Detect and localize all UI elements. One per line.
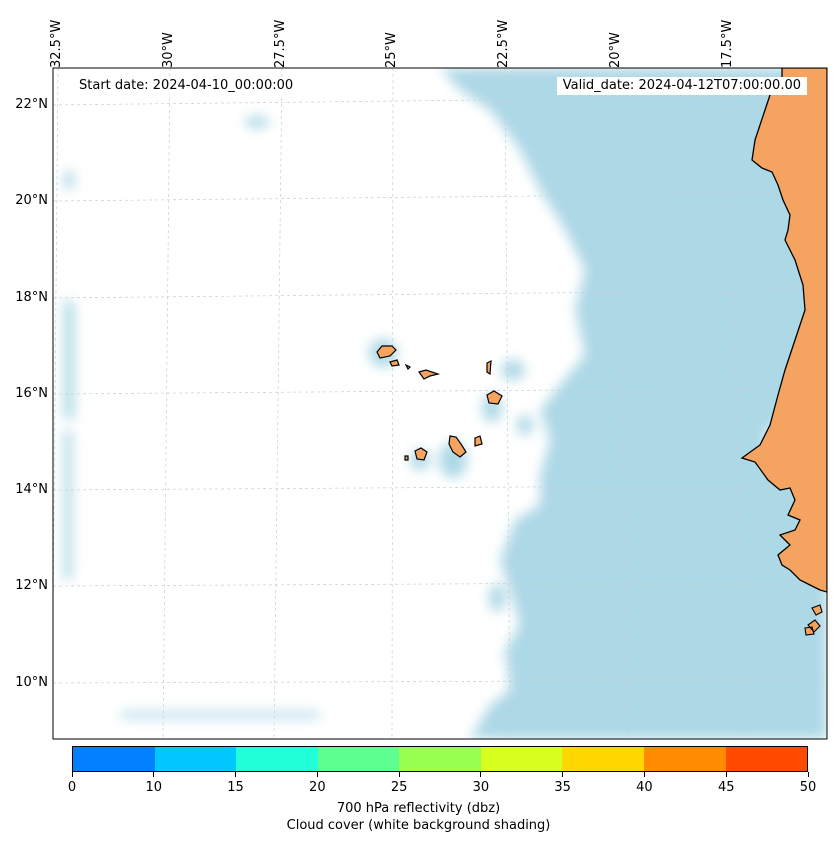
colorbar-segment-7 [643, 747, 726, 771]
colorbar-title: 700 hPa reflectivity (dbz) [336, 801, 501, 816]
colorbar-tick-label: 40 [636, 780, 653, 795]
colorbar-tick [398, 772, 400, 777]
cloud-cover-shading [64, 68, 827, 739]
colorbar-tick [71, 772, 73, 777]
colorbar-tick [807, 772, 809, 777]
colorbar-tick-label: 50 [799, 780, 817, 795]
santo-antao-island [376, 345, 397, 359]
lat-label-0: 22°N [15, 97, 48, 112]
colorbar-segment-4 [399, 747, 481, 771]
maio-island [474, 435, 483, 447]
lon-label-1: 30°W [161, 32, 176, 68]
sao-vicente-island [389, 359, 400, 367]
valid-date-label: Valid_date: 2024-04-12T07:00:00.00 [556, 77, 807, 95]
colorbar-tick-label: 30 [472, 780, 490, 795]
africa-coastline [740, 68, 827, 593]
guinea-bissau-islands [804, 604, 823, 636]
colorbar-tick [725, 772, 727, 777]
colorbar-segment-5 [480, 747, 563, 771]
colorbar-tick [562, 772, 564, 777]
brava-island [404, 455, 409, 461]
colorbar-tick [153, 772, 155, 777]
colorbar-segment-0 [73, 747, 155, 771]
lat-label-2: 18°N [15, 290, 48, 305]
colorbar-tick-label: 10 [145, 780, 163, 795]
colorbar-tick [643, 772, 645, 777]
colorbar-tick [235, 772, 237, 777]
lat-label-5: 12°N [15, 578, 48, 593]
colorbar-tick-label: 35 [554, 780, 571, 795]
colorbar-segment-6 [562, 747, 644, 771]
fogo-island [414, 447, 428, 461]
lon-label-5: 20°W [608, 32, 623, 68]
map-frame [52, 67, 828, 740]
colorbar-tick-label: 25 [390, 780, 408, 795]
sal-island [486, 359, 492, 376]
lat-label-6: 10°N [15, 675, 48, 690]
lon-label-0: 32.5°W [49, 19, 64, 68]
lon-label-3: 25°W [384, 32, 399, 68]
lat-label-3: 16°N [15, 386, 48, 401]
lon-label-4: 22.5°W [496, 19, 511, 68]
start-date-label: Start date: 2024-04-10_00:00:00 [73, 77, 300, 95]
sao-nicolau-island [418, 369, 441, 380]
colorbar-tick-label: 20 [309, 780, 326, 795]
colorbar-segment-2 [236, 747, 318, 771]
colorbar-tick-label: 0 [67, 780, 77, 795]
cape-verde-islands [376, 345, 503, 461]
lon-label-2: 27.5°W [273, 19, 288, 68]
boa-vista-island [486, 390, 503, 405]
graticule [53, 68, 827, 739]
lat-label-1: 20°N [15, 193, 48, 208]
colorbar-tick-label: 15 [227, 780, 244, 795]
lat-label-4: 14°N [15, 482, 48, 497]
colorbar-segment-1 [154, 747, 237, 771]
colorbar-segment-8 [725, 747, 808, 771]
colorbar [72, 746, 808, 772]
colorbar-subtitle: Cloud cover (white background shading) [286, 818, 551, 833]
colorbar-tick [480, 772, 482, 777]
colorbar-tick-label: 45 [717, 780, 735, 795]
santa-luzia-island [404, 363, 412, 371]
colorbar-segment-3 [317, 747, 400, 771]
santiago-island [448, 435, 467, 458]
colorbar-tick [316, 772, 318, 777]
lon-label-6: 17.5°W [720, 19, 735, 68]
